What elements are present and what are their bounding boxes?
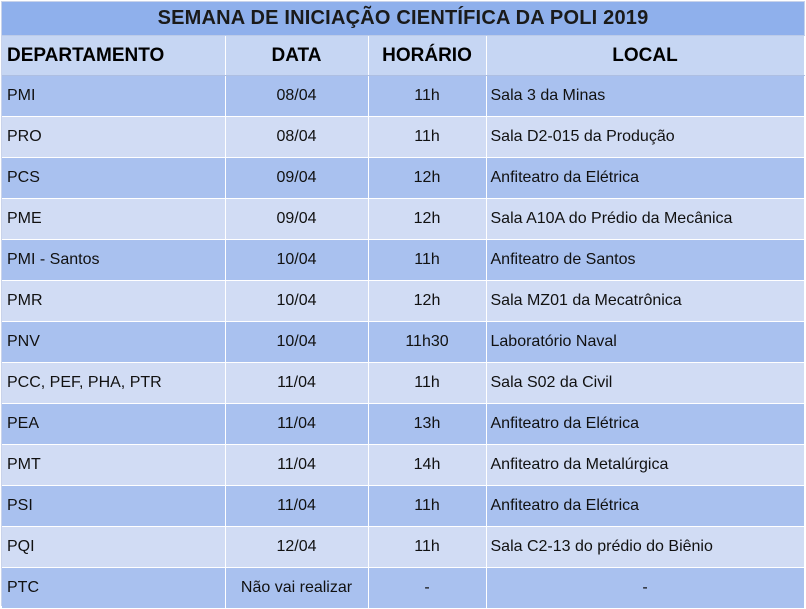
cell-departamento: PTC: [2, 567, 226, 609]
cell-departamento: PME: [2, 198, 226, 240]
cell-departamento: PRO: [2, 116, 226, 158]
cell-local: Sala D2-015 da Produção: [486, 116, 805, 158]
table-row: PMR 10/04 12h Sala MZ01 da Mecatrônica: [2, 280, 805, 322]
table-row: PTC Não vai realizar - -: [2, 567, 805, 609]
cell-data: 09/04: [225, 198, 369, 240]
cell-departamento: PMR: [2, 280, 226, 322]
header-row: DEPARTAMENTO DATA HORÁRIO LOCAL: [2, 35, 805, 76]
cell-horario: 11h: [368, 362, 487, 404]
cell-departamento: PMI: [2, 75, 226, 117]
table-row: PMT 11/04 14h Anfiteatro da Metalúrgica: [2, 444, 805, 486]
cell-departamento: PMI - Santos: [2, 239, 226, 281]
cell-data: 08/04: [225, 116, 369, 158]
cell-departamento: PQI: [2, 526, 226, 568]
cell-horario: 12h: [368, 198, 487, 240]
cell-data: 11/04: [225, 362, 369, 404]
header-horario: HORÁRIO: [368, 35, 487, 76]
cell-local: Sala 3 da Minas: [486, 75, 805, 117]
cell-departamento: PNV: [2, 321, 226, 363]
cell-horario: 11h: [368, 526, 487, 568]
cell-data: 10/04: [225, 280, 369, 322]
table-row: PRO 08/04 11h Sala D2-015 da Produção: [2, 116, 805, 158]
header-departamento: DEPARTAMENTO: [2, 35, 226, 76]
cell-departamento: PSI: [2, 485, 226, 527]
cell-data: 11/04: [225, 444, 369, 486]
cell-departamento: PMT: [2, 444, 226, 486]
cell-data: 10/04: [225, 239, 369, 281]
cell-data: 11/04: [225, 403, 369, 445]
cell-departamento: PCS: [2, 157, 226, 199]
cell-local: Sala C2-13 do prédio do Biênio: [486, 526, 805, 568]
table-row: PSI 11/04 11h Anfiteatro da Elétrica: [2, 485, 805, 527]
table-row: PCC, PEF, PHA, PTR 11/04 11h Sala S02 da…: [2, 362, 805, 404]
cell-horario: 11h: [368, 75, 487, 117]
table-row: PQI 12/04 11h Sala C2-13 do prédio do Bi…: [2, 526, 805, 568]
table-row: PMI 08/04 11h Sala 3 da Minas: [2, 75, 805, 117]
table-row: PCS 09/04 12h Anfiteatro da Elétrica: [2, 157, 805, 199]
cell-departamento: PCC, PEF, PHA, PTR: [2, 362, 226, 404]
cell-local: Sala A10A do Prédio da Mecânica: [486, 198, 805, 240]
cell-horario: 11h: [368, 239, 487, 281]
cell-horario: 11h: [368, 116, 487, 158]
cell-data: 08/04: [225, 75, 369, 117]
table-row: PNV 10/04 11h30 Laboratório Naval: [2, 321, 805, 363]
cell-local: Anfiteatro da Elétrica: [486, 157, 805, 199]
table-row: PME 09/04 12h Sala A10A do Prédio da Mec…: [2, 198, 805, 240]
cell-horario: 11h: [368, 485, 487, 527]
header-local: LOCAL: [486, 35, 805, 76]
cell-local: Anfiteatro da Elétrica: [486, 485, 805, 527]
cell-departamento: PEA: [2, 403, 226, 445]
cell-horario: 14h: [368, 444, 487, 486]
table-row: PEA 11/04 13h Anfiteatro da Elétrica: [2, 403, 805, 445]
cell-data: 11/04: [225, 485, 369, 527]
cell-local: Anfiteatro de Santos: [486, 239, 805, 281]
cell-horario: -: [368, 567, 487, 609]
cell-horario: 11h30: [368, 321, 487, 363]
cell-horario: 13h: [368, 403, 487, 445]
cell-local: Anfiteatro da Metalúrgica: [486, 444, 805, 486]
cell-data: Não vai realizar: [225, 567, 369, 609]
cell-horario: 12h: [368, 280, 487, 322]
cell-local: Sala MZ01 da Mecatrônica: [486, 280, 805, 322]
table-row: PMI - Santos 10/04 11h Anfiteatro de San…: [2, 239, 805, 281]
table-title: SEMANA DE INICIAÇÃO CIENTÍFICA DA POLI 2…: [2, 2, 805, 36]
cell-local: Anfiteatro da Elétrica: [486, 403, 805, 445]
cell-local: -: [486, 567, 805, 609]
cell-horario: 12h: [368, 157, 487, 199]
cell-data: 09/04: [225, 157, 369, 199]
cell-local: Sala S02 da Civil: [486, 362, 805, 404]
cell-local: Laboratório Naval: [486, 321, 805, 363]
header-data: DATA: [225, 35, 369, 76]
table-body: PMI 08/04 11h Sala 3 da Minas PRO 08/04 …: [2, 75, 805, 609]
cell-data: 10/04: [225, 321, 369, 363]
cell-data: 12/04: [225, 526, 369, 568]
